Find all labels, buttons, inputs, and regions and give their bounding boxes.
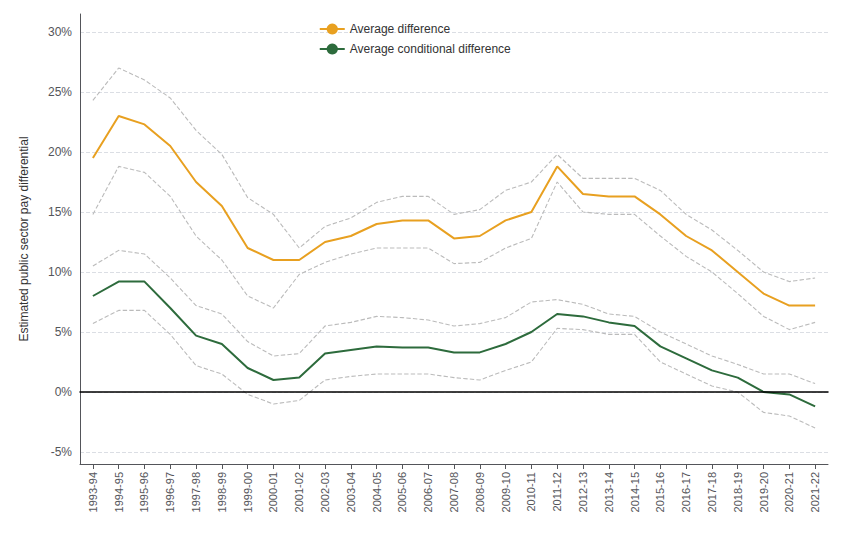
- svg-text:2005-06: 2005-06: [396, 472, 408, 512]
- svg-text:1994-95: 1994-95: [113, 472, 125, 512]
- svg-text:15%: 15%: [48, 205, 72, 219]
- svg-text:2012-13: 2012-13: [577, 472, 589, 512]
- svg-text:1993-94: 1993-94: [87, 472, 99, 512]
- svg-text:2016-17: 2016-17: [680, 472, 692, 512]
- svg-text:2017-18: 2017-18: [706, 472, 718, 512]
- svg-text:Average difference: Average difference: [350, 22, 451, 36]
- svg-text:30%: 30%: [48, 25, 72, 39]
- svg-text:0%: 0%: [55, 385, 73, 399]
- svg-text:2000-01: 2000-01: [267, 472, 279, 512]
- svg-text:1997-98: 1997-98: [190, 472, 202, 512]
- svg-text:2011-12: 2011-12: [551, 472, 563, 512]
- svg-text:2021-22: 2021-22: [809, 472, 821, 512]
- svg-text:2001-02: 2001-02: [293, 472, 305, 512]
- svg-text:20%: 20%: [48, 145, 72, 159]
- svg-text:Estimated public sector pay di: Estimated public sector pay differential: [17, 136, 31, 341]
- svg-text:-5%: -5%: [51, 445, 73, 459]
- svg-text:1998-99: 1998-99: [216, 472, 228, 512]
- svg-text:2018-19: 2018-19: [732, 472, 744, 512]
- svg-text:2009-10: 2009-10: [500, 472, 512, 512]
- svg-text:2003-04: 2003-04: [345, 472, 357, 512]
- svg-text:2002-03: 2002-03: [319, 472, 331, 512]
- svg-text:2004-05: 2004-05: [371, 472, 383, 512]
- svg-text:2014-15: 2014-15: [629, 472, 641, 512]
- svg-text:2010-11: 2010-11: [525, 472, 537, 512]
- svg-text:2015-16: 2015-16: [654, 472, 666, 512]
- svg-text:1996-97: 1996-97: [164, 472, 176, 512]
- svg-text:1995-96: 1995-96: [138, 472, 150, 512]
- svg-text:Average conditional difference: Average conditional difference: [350, 42, 511, 56]
- svg-text:2007-08: 2007-08: [448, 472, 460, 512]
- svg-text:2006-07: 2006-07: [422, 472, 434, 512]
- svg-text:1999-00: 1999-00: [242, 472, 254, 512]
- svg-text:10%: 10%: [48, 265, 72, 279]
- svg-text:25%: 25%: [48, 85, 72, 99]
- svg-text:5%: 5%: [55, 325, 73, 339]
- svg-text:2020-21: 2020-21: [783, 472, 795, 512]
- svg-text:2008-09: 2008-09: [474, 472, 486, 512]
- svg-text:2019-20: 2019-20: [758, 472, 770, 512]
- svg-text:2013-14: 2013-14: [603, 472, 615, 512]
